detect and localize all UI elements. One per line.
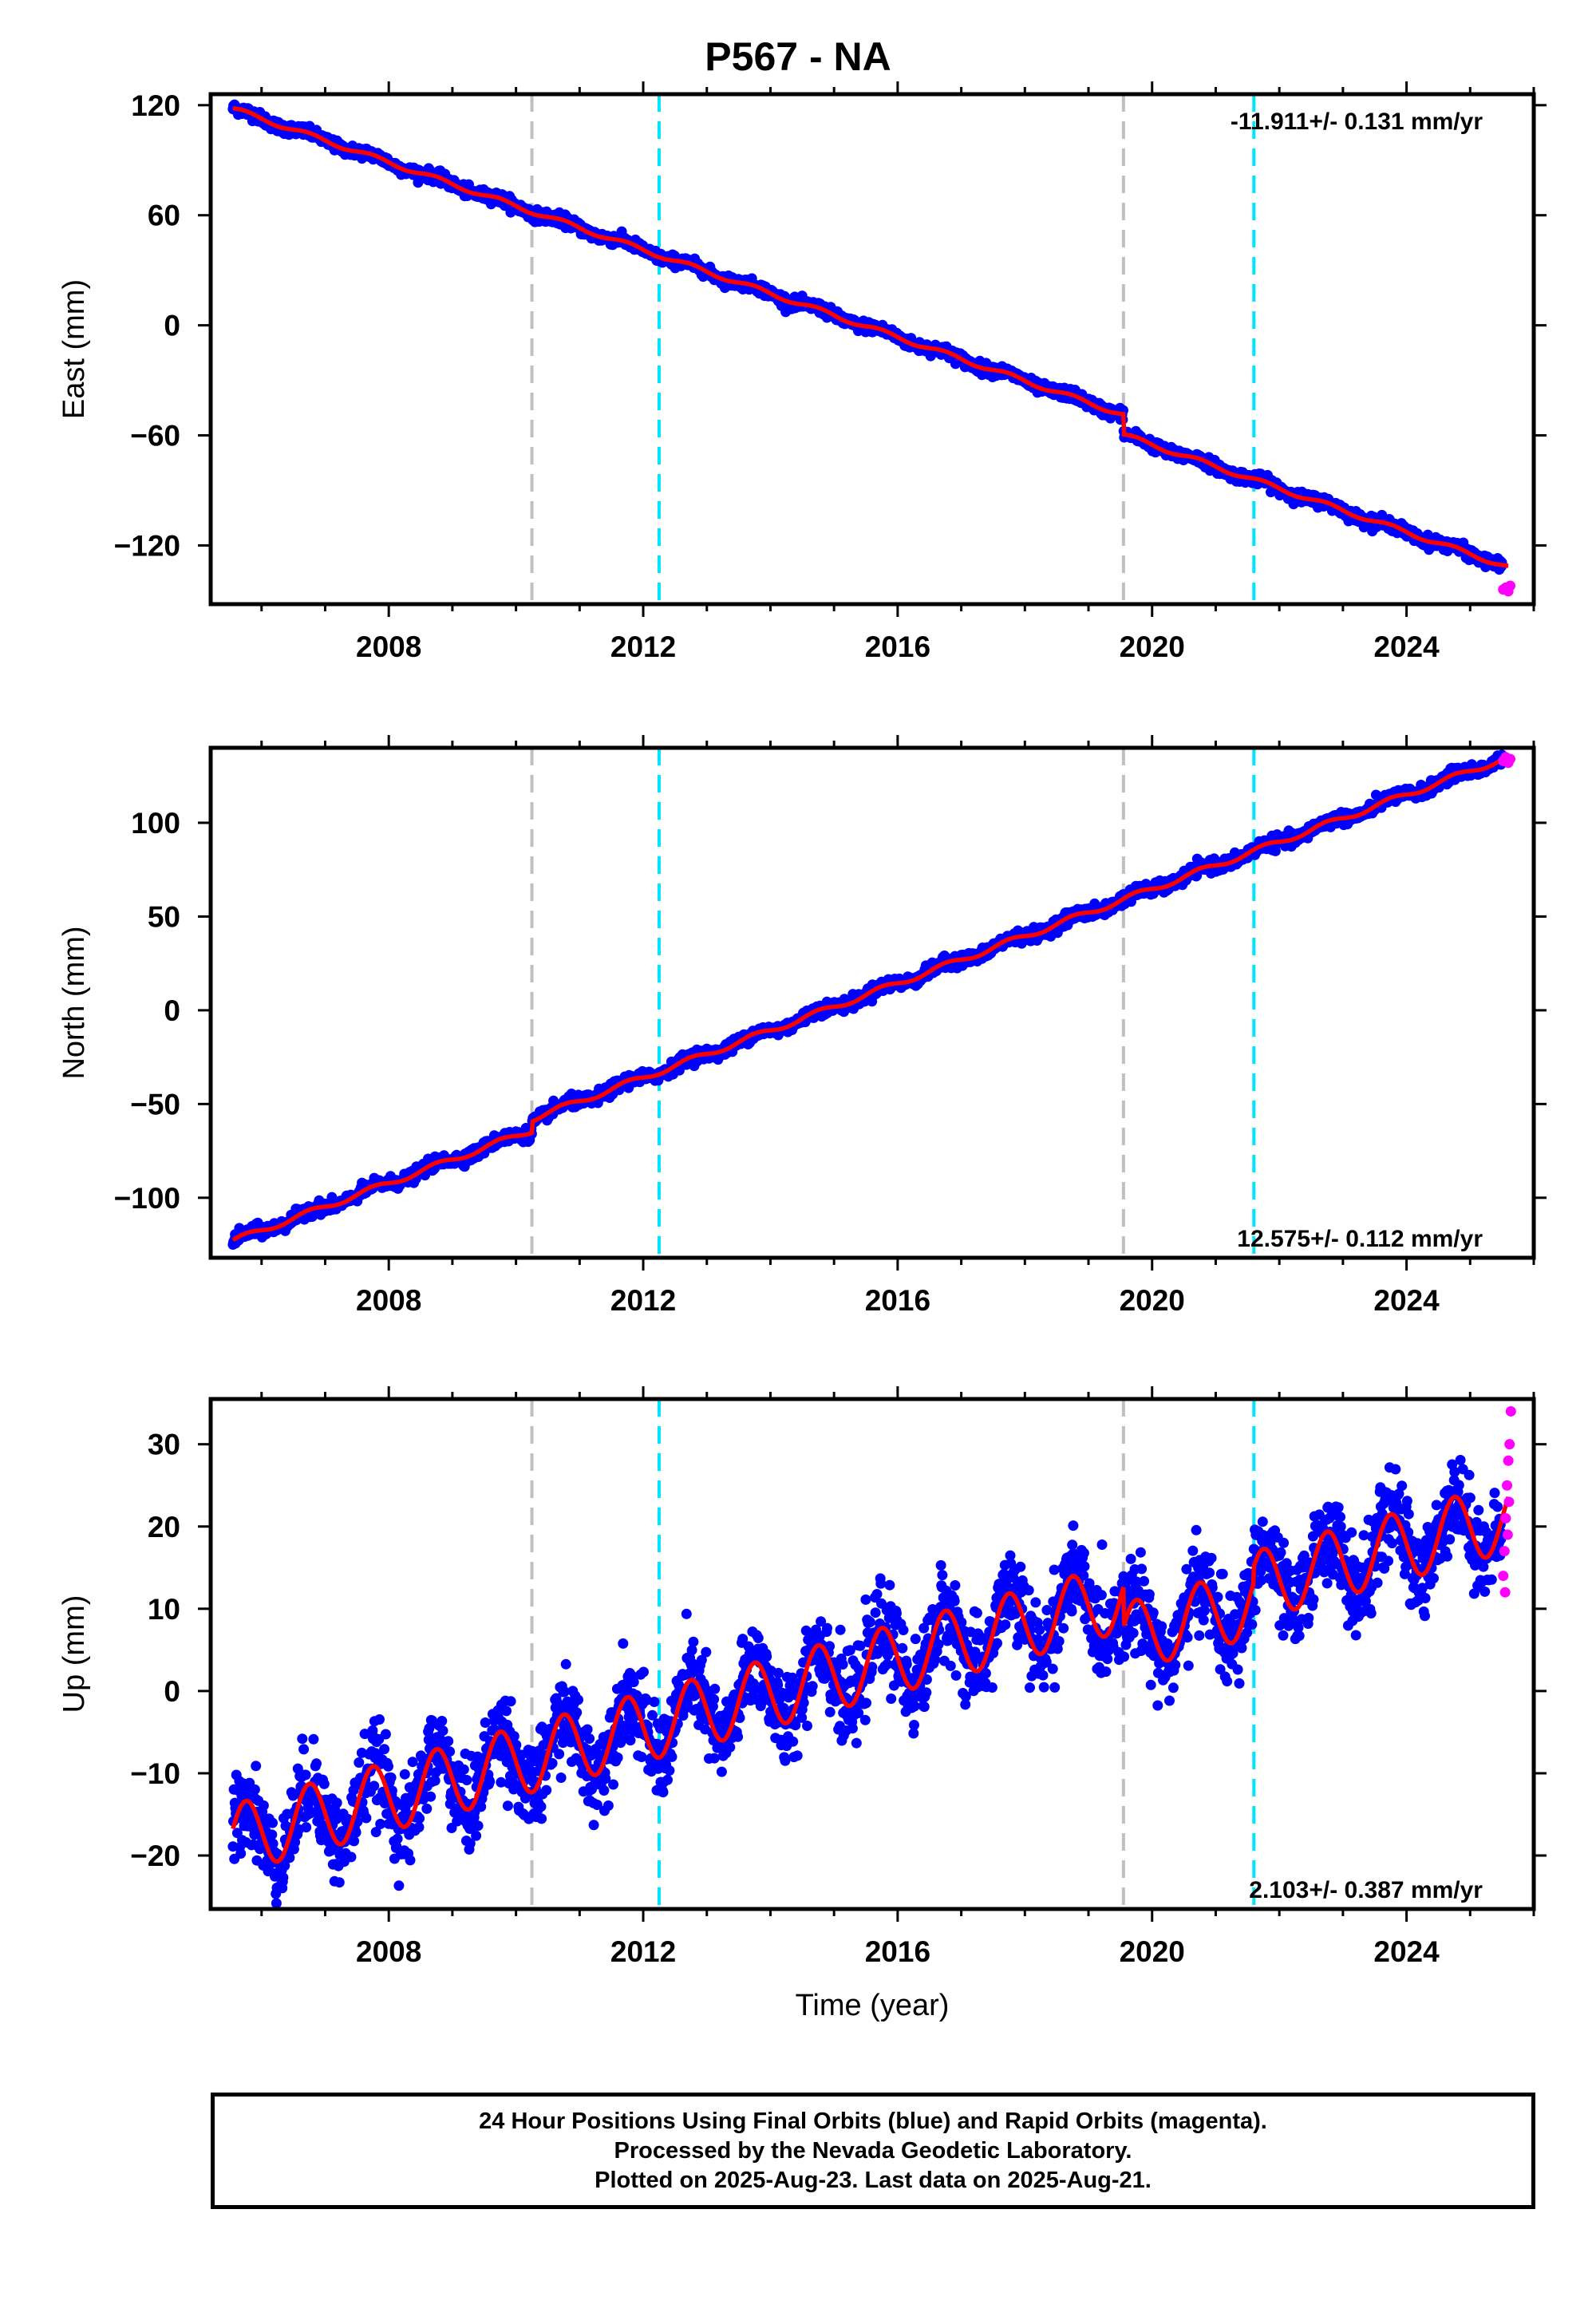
y-tick-label: 60 [148,200,180,232]
x-tick-label: 2024 [1373,630,1440,663]
y-tick-label: −100 [114,1182,180,1215]
y-axis-label: North (mm) [57,926,91,1079]
plot-frame [208,92,1536,607]
x-tick-label: 2008 [356,1284,421,1317]
rapid-orbit-point [1505,580,1516,591]
y-tick-label: 100 [131,807,180,840]
final-orbit-points [227,749,1507,1250]
y-axis-label: East (mm) [57,279,91,419]
velocity-rate-label: 12.575+/- 0.112 mm/yr [1237,1226,1483,1252]
y-tick-label: −50 [130,1088,180,1120]
model-fit-line [232,105,1509,568]
model-fit-line [231,753,1510,1243]
y-tick-label: 120 [131,89,180,122]
data-point [1270,845,1281,856]
final-orbit-points [227,99,1507,575]
y-tick-label: −120 [114,529,180,562]
x-tick-label: 2012 [610,1284,676,1317]
y-tick-label: 0 [164,994,180,1027]
y-tick-label: −60 [130,420,180,453]
x-tick-label: 2024 [1373,1284,1440,1317]
chart-title: P567 - NA [705,34,891,79]
x-tick-label: 2016 [865,1284,930,1317]
gps-time-series-plots: 2008 2012 2016 2020 2024 120 60 0 −60 −120 East (m… [57,81,1547,2022]
plot-frame [208,745,1536,1260]
plot-east: 2008 2012 2016 2020 2024 120 60 0 −60 −120 East (m… [57,81,1547,663]
data-point [235,1848,247,1859]
y-tick-label: 50 [148,900,180,933]
x-tick-label: 2020 [1120,630,1185,663]
x-tick-label: 2020 [1120,1284,1185,1317]
plot-north: 2008 2012 2016 2020 2024 100 50 0 −50 −100 North (… [57,735,1547,1317]
x-tick-label: 2012 [610,630,676,663]
y-tick-label: 0 [164,310,180,342]
x-tick-label: 2008 [356,630,421,663]
final-orbit-points [227,1455,1507,1909]
velocity-rate-label: -11.911+/- 0.131 mm/yr [1231,109,1483,135]
x-tick-label: 2016 [865,630,930,663]
rapid-orbit-point [1505,753,1516,765]
